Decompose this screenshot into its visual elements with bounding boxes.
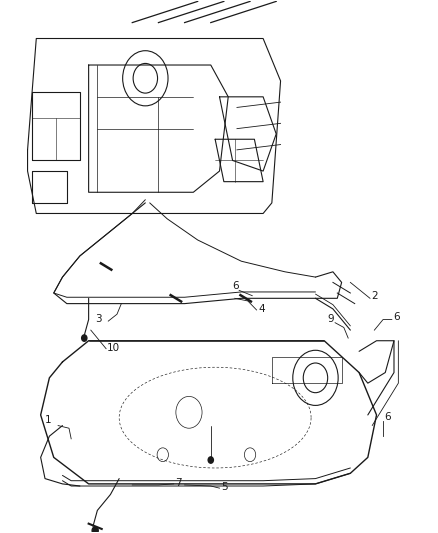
Text: 7: 7 — [175, 478, 181, 488]
Text: 6: 6 — [384, 412, 390, 422]
Text: 1: 1 — [45, 415, 52, 425]
Text: 10: 10 — [107, 343, 120, 353]
Text: 9: 9 — [327, 314, 334, 324]
Text: 5: 5 — [221, 482, 228, 492]
Text: 6: 6 — [392, 311, 399, 321]
Circle shape — [208, 457, 213, 463]
Circle shape — [81, 335, 87, 341]
Text: 4: 4 — [258, 304, 265, 313]
Text: 3: 3 — [95, 314, 102, 324]
Text: 6: 6 — [232, 281, 239, 291]
Text: 2: 2 — [371, 292, 377, 301]
Circle shape — [92, 527, 98, 533]
